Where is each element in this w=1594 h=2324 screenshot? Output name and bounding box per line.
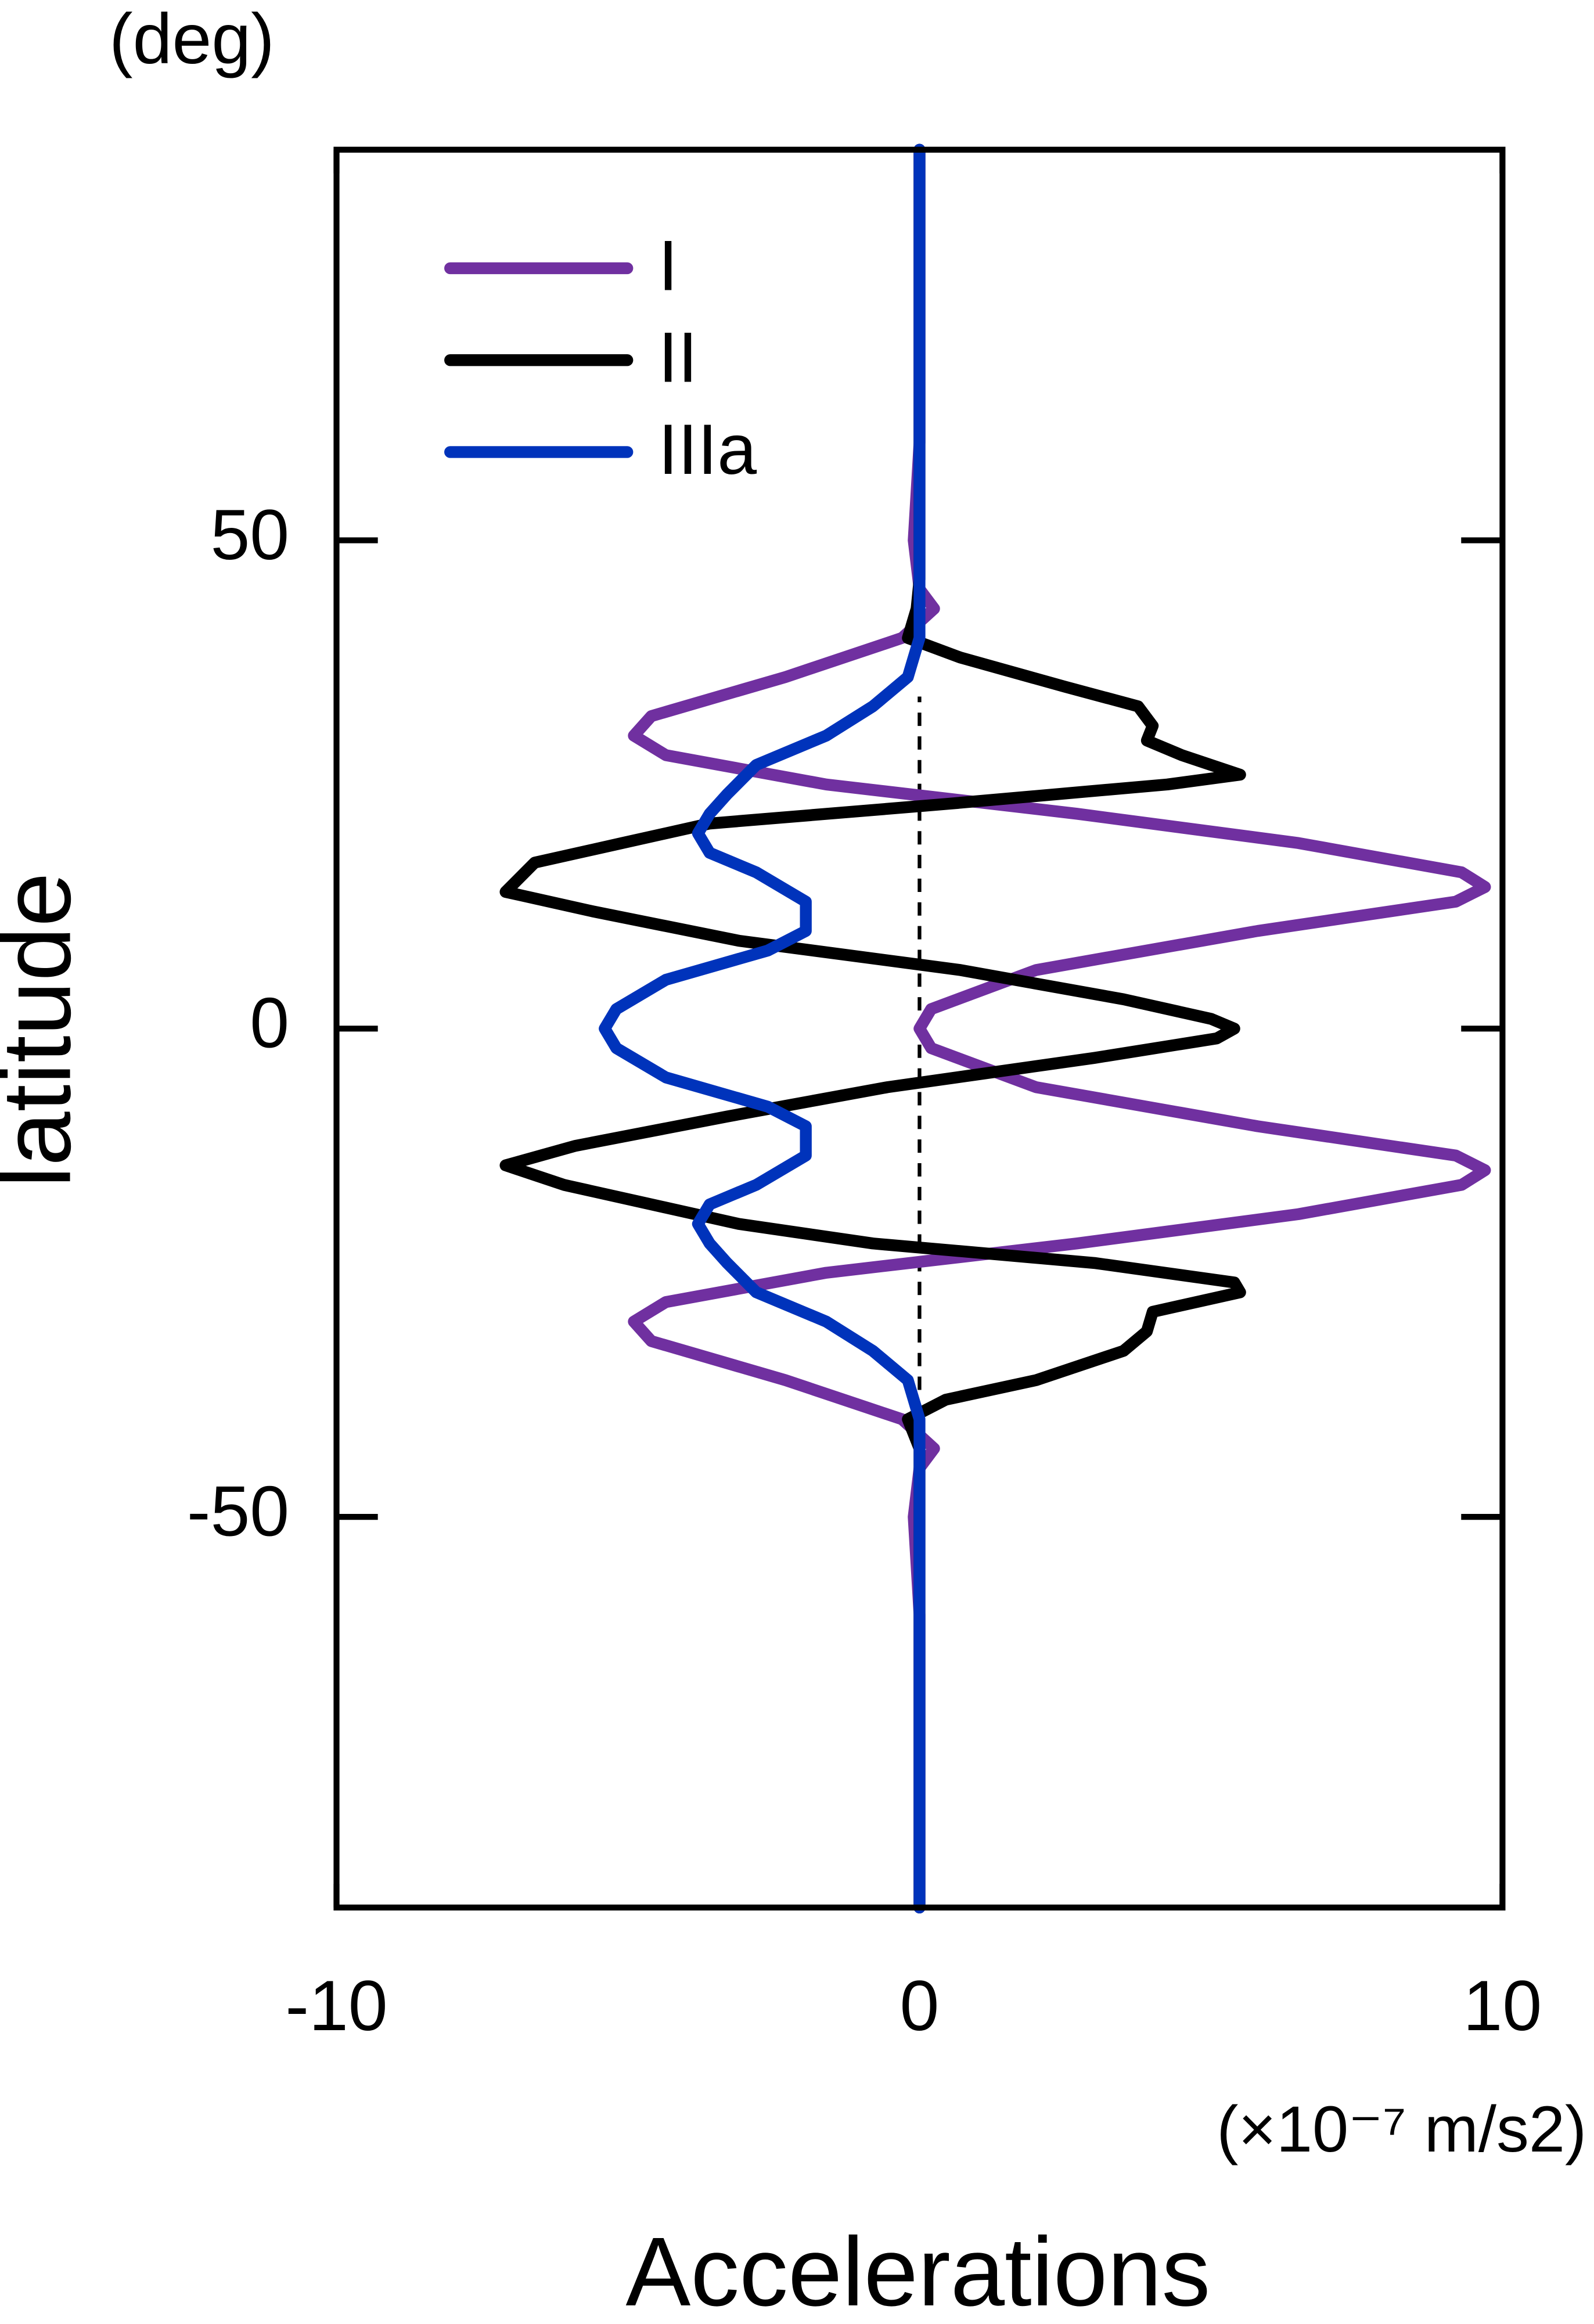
x-tick-label: 10 [1463, 1966, 1542, 2045]
series-line [499, 143, 1246, 1914]
x-tick-label: -10 [285, 1966, 387, 2045]
x-axis-label: Accelerations [625, 2217, 1210, 2324]
y-tick-label: 0 [250, 983, 289, 1062]
x-unit: (×10⁻⁷ m/s2) [1217, 2093, 1586, 2165]
legend-label: IIIa [659, 409, 757, 489]
series-line [599, 143, 926, 1914]
y-axis-label: latitude [0, 872, 91, 1188]
y-tick-label: 50 [210, 495, 289, 574]
y-unit: (deg) [109, 0, 275, 78]
y-tick-label: -50 [187, 1471, 289, 1550]
x-tick-label: 0 [900, 1966, 940, 2045]
series-line [628, 143, 1491, 1914]
plot-frame [333, 146, 1506, 1911]
legend-label: II [659, 317, 698, 397]
legend-label: I [659, 225, 678, 305]
